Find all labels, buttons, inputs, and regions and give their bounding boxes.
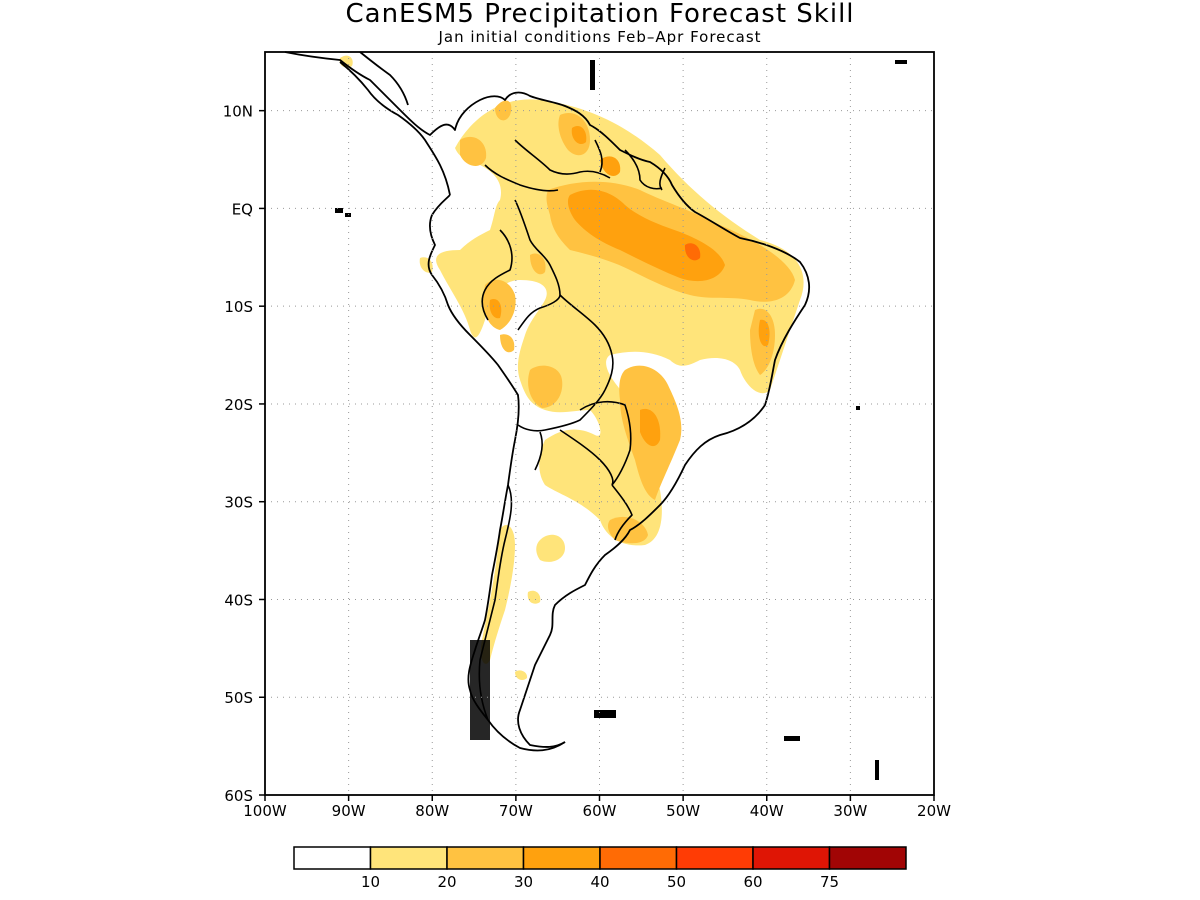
south-sandwich-islands — [875, 760, 879, 780]
lat-tick-label: 10N — [223, 103, 253, 121]
lat-tick-label: 40S — [224, 591, 253, 609]
skill-40-50-regions — [684, 243, 701, 261]
trindade-island — [856, 406, 860, 410]
skill-patch-3 — [515, 670, 528, 680]
skill-patch-14 — [500, 334, 515, 353]
south-georgia-island — [784, 736, 800, 741]
colorbar-swatch — [293, 846, 372, 870]
caribbean-islands — [590, 60, 595, 90]
skill-30-40-regions — [489, 125, 770, 447]
falkland-islands — [594, 710, 616, 718]
patagonia-fjords — [470, 640, 490, 740]
skill-patch-8 — [460, 136, 487, 166]
map-frame — [264, 51, 935, 796]
galapagos-island-2 — [345, 213, 351, 217]
colorbar-swatch — [369, 846, 448, 870]
skill-patch-2 — [527, 590, 541, 604]
colorbar-label: 30 — [514, 873, 533, 891]
skill-patch-15 — [600, 156, 621, 176]
colorbar-swatch — [599, 846, 678, 870]
lon-tick-label: 90W — [332, 802, 366, 820]
colorbar-swatch — [675, 846, 754, 870]
skill-shading — [339, 55, 804, 680]
islands — [335, 60, 907, 780]
lon-tick-label: 50W — [666, 802, 700, 820]
colorbar-swatch — [828, 846, 907, 870]
colorbar-label: 75 — [820, 873, 839, 891]
lon-tick-label: 40W — [750, 802, 784, 820]
skill-patch-20 — [684, 243, 701, 261]
lon-tick-label: 70W — [499, 802, 533, 820]
colorbar-swatch — [446, 846, 525, 870]
skill-patch-11 — [528, 365, 563, 408]
atlantic-island — [895, 60, 907, 64]
skill-patch-12 — [530, 253, 546, 275]
skill-region-core-30 — [567, 189, 725, 282]
lat-tick-label: 10S — [224, 298, 253, 316]
colorbar: 10 20 30 40 50 60 75 — [293, 846, 907, 891]
colorbar-swatch — [752, 846, 831, 870]
skill-patch-6 — [495, 100, 512, 121]
skill-patch-1 — [536, 534, 565, 562]
skill-patch-18 — [640, 408, 661, 447]
lat-tick-label: 60S — [224, 787, 253, 805]
skill-region-north — [436, 99, 804, 546]
lat-tick-label: 20S — [224, 396, 253, 414]
colorbar-label: 20 — [437, 873, 456, 891]
lon-tick-label: 30W — [833, 802, 867, 820]
lon-tick-label: 20W — [917, 802, 951, 820]
colorbar-label: 10 — [361, 873, 380, 891]
skill-patch-19 — [758, 319, 770, 347]
lon-tick-label: 100W — [243, 802, 287, 820]
skill-patch-4 — [419, 257, 433, 273]
colorbar-label: 60 — [743, 873, 762, 891]
skill-patch-13 — [607, 516, 648, 544]
lat-tick-label: 30S — [224, 494, 253, 512]
skill-patch-17 — [489, 299, 502, 319]
colorbar-label: 40 — [590, 873, 609, 891]
galapagos-island — [335, 208, 343, 213]
map-title: CanESM5 Precipitation Forecast Skill — [345, 0, 855, 29]
lat-tick-label: EQ — [232, 200, 253, 218]
lat-tick-label: 50S — [224, 689, 253, 707]
skill-region-chile — [480, 525, 515, 664]
skill-patch-16 — [571, 125, 587, 145]
map-subtitle: Jan initial conditions Feb–Apr Forecast — [438, 28, 762, 46]
lon-tick-label: 80W — [415, 802, 449, 820]
colorbar-swatch — [522, 846, 601, 870]
colorbar-label: 50 — [667, 873, 686, 891]
lon-tick-label: 60W — [583, 802, 617, 820]
